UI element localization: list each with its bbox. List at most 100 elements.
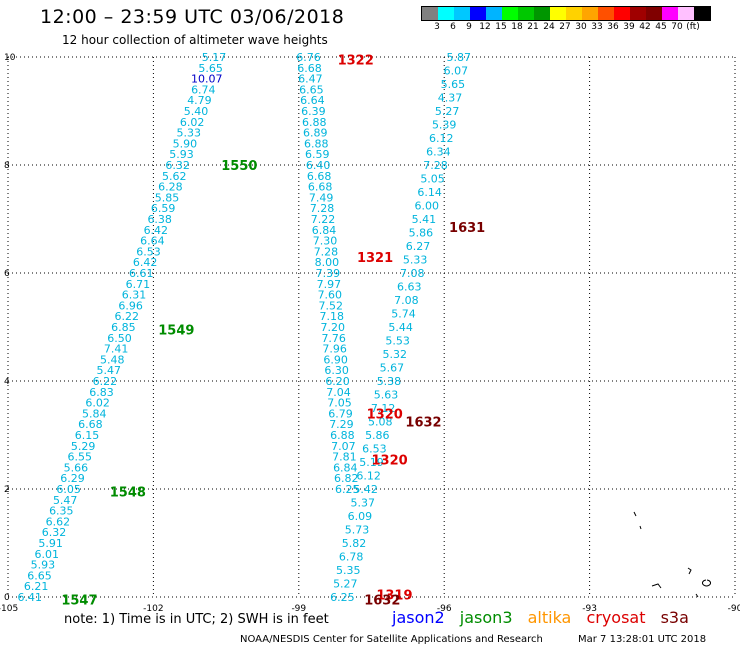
color-swatch: [694, 7, 710, 20]
x-tick-label: -102: [143, 604, 163, 614]
swh-value: 6.25: [335, 483, 360, 496]
y-tick-label: 0: [4, 593, 10, 603]
swh-value: 6.42: [133, 256, 158, 269]
swh-value: 5.87: [446, 51, 471, 64]
swh-value: 5.93: [169, 148, 194, 161]
color-scale-tick: (ft): [686, 22, 700, 32]
swh-value: 5.05: [420, 173, 445, 186]
swh-value: 7.05: [327, 397, 352, 410]
swh-value: 7.28: [423, 159, 448, 172]
color-scale-tick: 39: [623, 22, 635, 32]
swh-value: 6.50: [107, 332, 132, 345]
color-swatch: [598, 7, 614, 20]
swh-value: 7.97: [317, 278, 342, 291]
color-scale-tick: 33: [591, 22, 603, 32]
swh-value: 6.84: [312, 224, 337, 237]
swh-value: 5.32: [383, 348, 408, 361]
color-swatch: [662, 7, 678, 20]
time-label: 1322: [338, 54, 374, 69]
swh-value: 7.76: [321, 332, 346, 345]
swh-value: 6.53: [362, 443, 387, 456]
swh-value: 5.35: [336, 564, 361, 577]
color-swatch: [422, 7, 438, 20]
footer-source: NOAA/NESDIS Center for Satellite Applica…: [240, 634, 543, 645]
swh-value: 6.05: [56, 483, 81, 496]
swh-value: 5.41: [412, 213, 437, 226]
color-swatch: [470, 7, 486, 20]
color-swatch: [678, 7, 694, 20]
time-label: 1547: [61, 594, 97, 609]
swh-value: 6.22: [93, 375, 118, 388]
color-scale-tick: 21: [527, 22, 539, 32]
swh-value: 5.65: [441, 78, 466, 91]
time-label: 1631: [449, 221, 485, 236]
time-label: 1550: [221, 159, 257, 174]
swh-value: 6.28: [158, 181, 183, 194]
swh-value: 6.29: [60, 472, 85, 485]
color-swatch: [646, 7, 662, 20]
y-tick-label: 4: [4, 377, 10, 387]
legend-s3a: s3a: [660, 608, 689, 627]
swh-value: 8.00: [315, 256, 340, 269]
swh-value: 7.60: [318, 289, 343, 302]
swh-value: 6.68: [307, 170, 332, 183]
color-swatch: [454, 7, 470, 20]
swh-value: 7.39: [316, 267, 341, 280]
swh-value: 5.86: [409, 227, 434, 240]
swh-value: 6.47: [298, 73, 323, 86]
swh-value: 6.27: [406, 240, 431, 253]
swh-value: 6.14: [417, 186, 442, 199]
swh-value: 5.86: [365, 429, 390, 442]
swh-value: 4.37: [438, 92, 463, 105]
map-title: 12:00 – 23:59 UTC 03/06/2018: [40, 6, 345, 28]
swh-value: 6.64: [300, 94, 325, 107]
swh-value: 6.38: [147, 213, 172, 226]
swh-value: 5.93: [31, 559, 56, 572]
color-scale-tick: 45: [655, 22, 667, 32]
time-label: 1548: [110, 486, 146, 501]
color-swatch: [486, 7, 502, 20]
color-scale-tick: 24: [543, 22, 555, 32]
footer-timestamp: Mar 7 13:28:01 UTC 2018: [578, 634, 707, 645]
swh-value: 6.63: [397, 281, 422, 294]
swh-value: 6.35: [49, 505, 74, 518]
swh-value: 6.83: [89, 386, 114, 399]
satellite-legend: jason2 jason3 altika cryosat s3a: [392, 608, 699, 627]
color-scale-tick: 42: [639, 22, 651, 32]
color-scale-tick: 18: [511, 22, 523, 32]
swh-value: 5.17: [202, 51, 227, 64]
swh-value: 6.65: [27, 569, 52, 582]
swh-value: 5.27: [435, 105, 460, 118]
color-scale-tick: 15: [495, 22, 507, 32]
swh-value: 5.08: [368, 416, 393, 429]
color-swatch: [630, 7, 646, 20]
swh-value: 6.59: [305, 148, 330, 161]
swh-value: 6.53: [136, 245, 161, 258]
swh-value: 6.62: [46, 515, 71, 528]
swh-value: 6.00: [415, 200, 440, 213]
swh-value: 5.47: [97, 364, 122, 377]
legend-jason3: jason3: [459, 608, 513, 627]
swh-value: 6.82: [334, 472, 359, 485]
swh-value: 6.12: [356, 470, 381, 483]
swh-value: 7.07: [331, 440, 356, 453]
swh-value: 6.68: [297, 62, 322, 75]
swh-value: 6.40: [306, 159, 331, 172]
swh-value: 6.30: [324, 364, 349, 377]
time-label: 1321: [357, 251, 393, 266]
swh-value: 6.25: [330, 591, 355, 604]
swh-value: 7.04: [326, 386, 351, 399]
time-label: 1320: [372, 453, 408, 468]
swh-value: 6.65: [299, 83, 324, 96]
color-swatch: [614, 7, 630, 20]
swh-value: 7.28: [310, 202, 335, 215]
color-scale-tick: 12: [479, 22, 491, 32]
swh-value: 6.90: [323, 353, 348, 366]
swh-value: 7.81: [332, 451, 357, 464]
swh-value: 6.02: [180, 116, 205, 129]
swh-value: 6.88: [302, 116, 327, 129]
x-tick-label: -90: [728, 604, 740, 614]
color-swatch: [518, 7, 534, 20]
swh-value: 6.39: [301, 105, 326, 118]
